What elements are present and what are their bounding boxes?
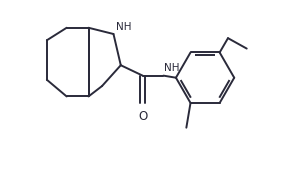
Text: NH: NH: [116, 22, 131, 32]
Text: O: O: [138, 110, 147, 123]
Text: NH: NH: [164, 63, 180, 73]
